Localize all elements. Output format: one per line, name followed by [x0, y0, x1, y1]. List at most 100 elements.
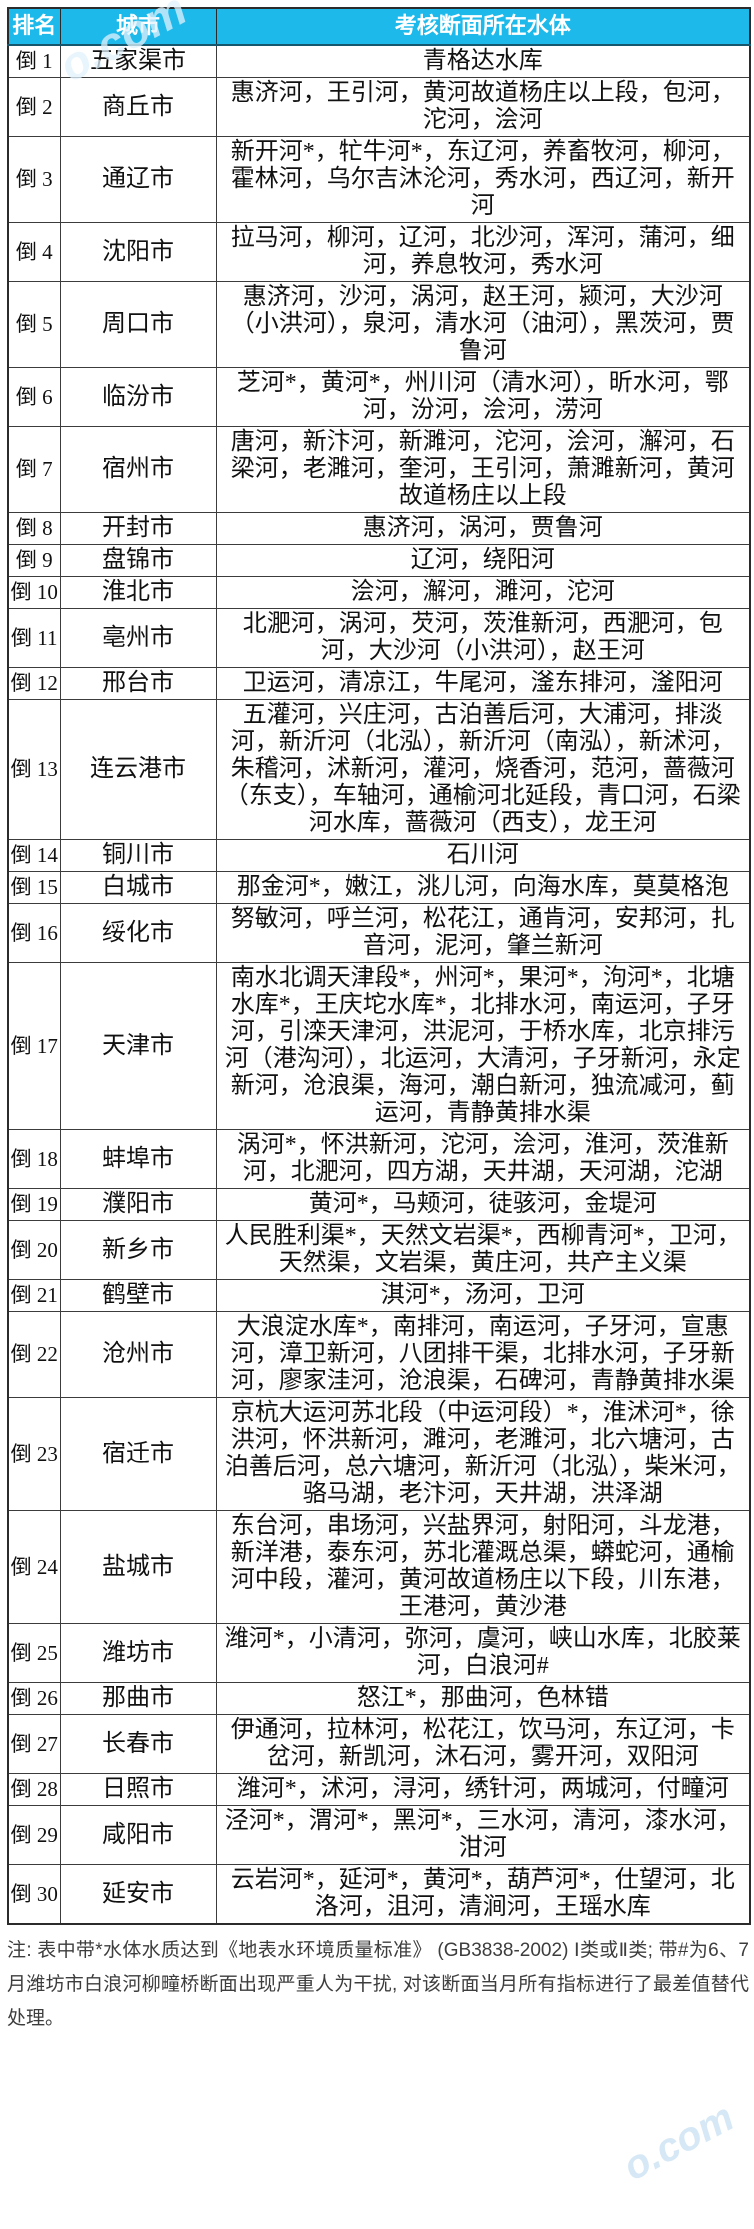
rank-cell: 倒 21 [7, 1279, 61, 1312]
city-cell: 开封市 [59, 512, 217, 545]
rank-cell: 倒 14 [7, 839, 61, 872]
waters-cell: 潍河*，小清河，弥河，虞河，峡山水库，北胶莱河，白浪河# [215, 1623, 751, 1683]
table-row: 倒 18 蚌埠市 涡河*，怀洪新河，沱河，浍河，淮河，茨淮新河，北淝河，四方湖，天井… [7, 1129, 751, 1189]
city-cell: 铜川市 [59, 839, 217, 872]
waters-cell: 唐河，新汴河，新濉河，沱河，浍河，澥河，石梁河，老濉河，奎河，王引河，萧濉新河，… [215, 426, 751, 513]
col-header-waters: 考核断面所在水体 [215, 7, 751, 46]
rank-cell: 倒 15 [7, 871, 61, 904]
rank-cell: 倒 6 [7, 367, 61, 427]
table-row: 倒 24 盐城市 东台河，串场河，兴盐界河，射阳河，斗龙港，新洋港，泰东河，苏北灌溉… [7, 1510, 751, 1624]
header-row: 排名 城市 考核断面所在水体 [7, 7, 751, 46]
waters-cell: 怒江*，那曲河，色林错 [215, 1682, 751, 1715]
city-cell: 蚌埠市 [59, 1129, 217, 1189]
waters-cell: 石川河 [215, 839, 751, 872]
table-row: 倒 25 潍坊市 潍河*，小清河，弥河，虞河，峡山水库，北胶莱河，白浪河# [7, 1623, 751, 1683]
col-header-rank: 排名 [7, 7, 61, 46]
table-row: 倒 13 连云港市 五灌河，兴庄河，古泊善后河，大浦河，排淡河，新沂河（北泓），新沂… [7, 699, 751, 840]
city-cell: 临汾市 [59, 367, 217, 427]
table-row: 倒 5 周口市 惠济河，沙河，涡河，赵王河，颍河，大沙河（小洪河），泉河，清水河（油… [7, 281, 751, 368]
rank-cell: 倒 11 [7, 608, 61, 668]
waters-cell: 云岩河*，延河*，黄河*，葫芦河*，仕望河，北洛河，沮河，清涧河，王瑶水库 [215, 1864, 751, 1925]
footnote: 注: 表中带*水体水质达到《地表水环境质量标准》 (GB3838-2002) Ⅰ… [7, 1940, 749, 2029]
waters-cell: 浍河，澥河，濉河，沱河 [215, 576, 751, 609]
table-row: 倒 17 天津市 南水北调天津段*，州河*，果河*，泃河*，北塘水库*，王庆坨水库*… [7, 962, 751, 1130]
waters-cell: 卫运河，清凉江，牛尾河，滏东排河，滏阳河 [215, 667, 751, 700]
city-cell: 盐城市 [59, 1510, 217, 1624]
rank-cell: 倒 19 [7, 1188, 61, 1221]
table-row: 倒 11 亳州市 北淝河，涡河，芡河，茨淮新河，西淝河，包河，大沙河（小洪河），赵王… [7, 608, 751, 668]
table-header: 排名 城市 考核断面所在水体 [7, 7, 751, 46]
rank-cell: 倒 29 [7, 1805, 61, 1865]
rank-cell: 倒 9 [7, 544, 61, 577]
table-row: 倒 26 那曲市 怒江*，那曲河，色林错 [7, 1682, 751, 1715]
waters-cell: 芝河*，黄河*，州川河（清水河），昕水河，鄂河，汾河，浍河，涝河 [215, 367, 751, 427]
waters-cell: 伊通河，拉林河，松花江，饮马河，东辽河，卡岔河，新凯河，沐石河，雾开河，双阳河 [215, 1714, 751, 1774]
table-row: 倒 3 通辽市 新开河*，牤牛河*，东辽河，养畜牧河，柳河，霍林河，乌尔吉沐沦河，秀… [7, 136, 751, 223]
table-row: 倒 29 咸阳市 泾河*，渭河*，黑河*，三水河，清河，漆水河，泔河 [7, 1805, 751, 1865]
table-row: 倒 12 邢台市 卫运河，清凉江，牛尾河，滏东排河，滏阳河 [7, 667, 751, 700]
city-cell: 宿迁市 [59, 1397, 217, 1511]
table-row: 倒 19 濮阳市 黄河*，马颊河，徒骇河，金堤河 [7, 1188, 751, 1221]
rank-cell: 倒 10 [7, 576, 61, 609]
waters-cell: 拉马河，柳河，辽河，北沙河，浑河，蒲河，细河，养息牧河，秀水河 [215, 222, 751, 282]
city-cell: 延安市 [59, 1864, 217, 1925]
city-cell: 濮阳市 [59, 1188, 217, 1221]
table-row: 倒 27 长春市 伊通河，拉林河，松花江，饮马河，东辽河，卡岔河，新凯河，沐石河，雾… [7, 1714, 751, 1774]
city-cell: 亳州市 [59, 608, 217, 668]
table-row: 倒 28 日照市 潍河*，沭河，浔河，绣针河，两城河，付疃河 [7, 1773, 751, 1806]
waters-cell: 新开河*，牤牛河*，东辽河，养畜牧河，柳河，霍林河，乌尔吉沐沦河，秀水河，西辽河… [215, 136, 751, 223]
table-row: 倒 22 沧州市 大浪淀水库*，南排河，南运河，子牙河，宣惠河，漳卫新河，八团排干渠… [7, 1311, 751, 1398]
rank-cell: 倒 13 [7, 699, 61, 840]
rank-cell: 倒 27 [7, 1714, 61, 1774]
table-row: 倒 8 开封市 惠济河，涡河，贾鲁河 [7, 512, 751, 545]
city-cell: 那曲市 [59, 1682, 217, 1715]
waters-cell: 青格达水库 [215, 44, 751, 78]
table-row: 倒 16 绥化市 努敏河，呼兰河，松花江，通肯河，安邦河，扎音河，泥河，肇兰新河 [7, 903, 751, 963]
waters-cell: 潍河*，沭河，浔河，绣针河，两城河，付疃河 [215, 1773, 751, 1806]
table-row: 倒 14 铜川市 石川河 [7, 839, 751, 872]
rank-cell: 倒 16 [7, 903, 61, 963]
rank-cell: 倒 26 [7, 1682, 61, 1715]
rank-cell: 倒 7 [7, 426, 61, 513]
waters-cell: 辽河，绕阳河 [215, 544, 751, 577]
city-cell: 绥化市 [59, 903, 217, 963]
waters-cell: 人民胜利渠*，天然文岩渠*，西柳青河*，卫河，天然渠，文岩渠，黄庄河，共产主义渠 [215, 1220, 751, 1280]
rank-cell: 倒 18 [7, 1129, 61, 1189]
city-cell: 鹤壁市 [59, 1279, 217, 1312]
city-cell: 日照市 [59, 1773, 217, 1806]
waters-cell: 京杭大运河苏北段（中运河段）*，淮沭河*，徐洪河，怀洪新河，濉河，老濉河，北六塘… [215, 1397, 751, 1511]
table-row: 倒 6 临汾市 芝河*，黄河*，州川河（清水河），昕水河，鄂河，汾河，浍河，涝河 [7, 367, 751, 427]
table-row: 倒 30 延安市 云岩河*，延河*，黄河*，葫芦河*，仕望河，北洛河，沮河，清涧河，… [7, 1864, 751, 1925]
table-row: 倒 2 商丘市 惠济河，王引河，黄河故道杨庄以上段，包河，沱河，浍河 [7, 77, 751, 137]
waters-cell: 泾河*，渭河*，黑河*，三水河，清河，漆水河，泔河 [215, 1805, 751, 1865]
rank-cell: 倒 22 [7, 1311, 61, 1398]
waters-cell: 努敏河，呼兰河，松花江，通肯河，安邦河，扎音河，泥河，肇兰新河 [215, 903, 751, 963]
city-cell: 天津市 [59, 962, 217, 1130]
rank-cell: 倒 25 [7, 1623, 61, 1683]
city-cell: 淮北市 [59, 576, 217, 609]
city-cell: 五家渠市 [59, 44, 217, 78]
waters-cell: 大浪淀水库*，南排河，南运河，子牙河，宣惠河，漳卫新河，八团排干渠，北排水河，子… [215, 1311, 751, 1398]
table-row: 倒 23 宿迁市 京杭大运河苏北段（中运河段）*，淮沭河*，徐洪河，怀洪新河，濉河，… [7, 1397, 751, 1511]
rank-cell: 倒 3 [7, 136, 61, 223]
rank-cell: 倒 30 [7, 1864, 61, 1925]
table-row: 倒 1 五家渠市 青格达水库 [7, 44, 751, 78]
rank-cell: 倒 28 [7, 1773, 61, 1806]
table-row: 倒 21 鹤壁市 淇河*，汤河，卫河 [7, 1279, 751, 1312]
city-cell: 连云港市 [59, 699, 217, 840]
city-cell: 盘锦市 [59, 544, 217, 577]
waters-cell: 北淝河，涡河，芡河，茨淮新河，西淝河，包河，大沙河（小洪河），赵王河 [215, 608, 751, 668]
city-cell: 宿州市 [59, 426, 217, 513]
table-row: 倒 4 沈阳市 拉马河，柳河，辽河，北沙河，浑河，蒲河，细河，养息牧河，秀水河 [7, 222, 751, 282]
rank-cell: 倒 5 [7, 281, 61, 368]
watermark-bottom: o.com [616, 2094, 741, 2190]
waters-cell: 东台河，串场河，兴盐界河，射阳河，斗龙港，新洋港，泰东河，苏北灌溉总渠，蟒蛇河，… [215, 1510, 751, 1624]
waters-cell: 惠济河，王引河，黄河故道杨庄以上段，包河，沱河，浍河 [215, 77, 751, 137]
city-cell: 长春市 [59, 1714, 217, 1774]
waters-cell: 惠济河，沙河，涡河，赵王河，颍河，大沙河（小洪河），泉河，清水河（油河），黑茨河… [215, 281, 751, 368]
waters-cell: 淇河*，汤河，卫河 [215, 1279, 751, 1312]
city-cell: 周口市 [59, 281, 217, 368]
city-cell: 沧州市 [59, 1311, 217, 1398]
table-row: 倒 9 盘锦市 辽河，绕阳河 [7, 544, 751, 577]
